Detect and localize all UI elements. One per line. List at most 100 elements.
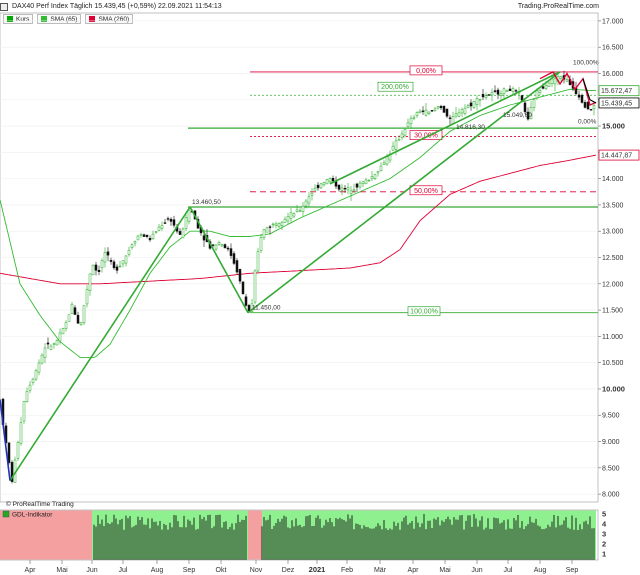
- fib-extension-label: 200,00%: [381, 84, 409, 91]
- candle-body: [109, 260, 113, 262]
- legend-label: SMA (65): [50, 15, 78, 23]
- y-tick-label: 8.500: [602, 465, 620, 472]
- y-tick-label: 9.500: [602, 413, 620, 420]
- y-tick-label: 15.000: [602, 122, 625, 131]
- x-tick-label: Apr: [25, 567, 37, 574]
- candle-body: [520, 95, 524, 101]
- legend-item-sma65[interactable]: SMA (65): [37, 14, 82, 24]
- candle-body: [37, 362, 41, 373]
- candle-body: [385, 156, 389, 165]
- candle-body: [373, 174, 377, 179]
- sma65-line: [0, 88, 597, 358]
- y-tick-label: 14.000: [602, 176, 624, 183]
- fib-label-box: [409, 65, 443, 76]
- candle-body: [70, 303, 74, 314]
- candle-body: [346, 187, 350, 191]
- candle-body: [61, 328, 65, 335]
- y-tick-label: 12.500: [602, 255, 624, 262]
- candle-body: [130, 244, 134, 248]
- candle-body: [268, 226, 272, 228]
- legend-label: SMA (260): [98, 15, 130, 23]
- candle-body: [82, 305, 86, 324]
- candle-body: [535, 90, 539, 99]
- y-tick-label: 10.500: [602, 360, 624, 367]
- candle-body: [115, 266, 119, 271]
- candle-body: [370, 176, 374, 179]
- candle-body: [247, 305, 251, 312]
- candle-body: [100, 260, 104, 268]
- candle-body: [7, 442, 11, 463]
- candle-body: [490, 92, 494, 96]
- gdl-zone: [0, 510, 92, 560]
- candle-body: [112, 261, 116, 269]
- candle-body: [361, 181, 365, 184]
- grid-layer: [0, 12, 599, 503]
- trendline: [247, 71, 561, 314]
- candle-body: [577, 94, 581, 98]
- candle-body: [469, 102, 473, 107]
- y-tick-label: 13.000: [602, 229, 624, 236]
- gdl-tick-label: 4: [602, 520, 607, 529]
- candle-body: [466, 105, 470, 108]
- fib-label: 50,00%: [414, 188, 438, 195]
- candle-body: [514, 90, 518, 92]
- candle-body: [283, 218, 287, 223]
- candle-body: [364, 179, 368, 185]
- x-tick-label: Jul: [504, 567, 513, 574]
- y-tick-label: 9.000: [602, 439, 620, 446]
- candle-body: [397, 139, 401, 141]
- legend-item-sma260[interactable]: SMA (260): [85, 14, 134, 24]
- candle-body: [274, 223, 278, 226]
- price-tags: 15.672,47 15.439,45 14.447,87: [598, 85, 640, 161]
- candle-body: [52, 343, 56, 345]
- brand-link[interactable]: Trading.ProRealTime.com: [517, 3, 599, 10]
- candle-body: [178, 231, 182, 235]
- x-tick-label: Okt: [216, 567, 227, 574]
- candle-body: [418, 110, 422, 113]
- candle-body: [259, 237, 263, 251]
- candle-body: [475, 98, 479, 105]
- candle-body: [64, 322, 68, 329]
- candle-body: [481, 94, 485, 98]
- candle-body: [91, 264, 95, 276]
- price-annotation: 15.049,60: [503, 112, 532, 119]
- price-tag-label: 15.439,45: [601, 100, 632, 107]
- candle-body: [139, 234, 143, 236]
- candle-body: [19, 422, 23, 444]
- trendline: [9, 206, 191, 482]
- candle-body: [160, 225, 164, 229]
- candle-body: [277, 223, 281, 227]
- candle-body: [121, 260, 125, 265]
- x-tick-label: Dez: [282, 567, 295, 574]
- price-annotation: 14.816,30: [456, 124, 485, 131]
- candle-body: [73, 307, 77, 315]
- y-tick-label: 11.000: [602, 334, 623, 341]
- candle-body: [580, 95, 584, 103]
- watermark-text: © ProRealTime Trading: [6, 500, 74, 508]
- fib-label-box: [407, 306, 441, 317]
- candle-body: [433, 108, 437, 111]
- price-tag-label: 15.672,47: [601, 88, 632, 95]
- gdl-tick-label: 5: [602, 510, 606, 519]
- fib-label-box: [409, 185, 443, 196]
- y-tick-label: 11.500: [602, 308, 623, 315]
- y-tick-label: 12.000: [602, 281, 624, 288]
- candle-body: [313, 187, 317, 191]
- gdl-checkbox-icon: [2, 510, 10, 518]
- y-tick-label: 10.000: [602, 384, 625, 393]
- candle-body: [226, 247, 230, 250]
- candle-body: [412, 116, 416, 119]
- candle-body: [532, 99, 536, 108]
- gdl-tick-label: 3: [602, 530, 606, 539]
- checkbox-icon[interactable]: [0, 3, 8, 11]
- candle-body: [316, 184, 320, 189]
- legend-item-kurs[interactable]: Kurs: [3, 14, 34, 24]
- candle-body: [508, 88, 512, 92]
- fib-label-box: [409, 130, 443, 140]
- recent-wave-line: [582, 78, 597, 104]
- candle-body: [526, 111, 530, 120]
- fib-label-box: [377, 81, 414, 92]
- candles-layer: [1, 70, 596, 484]
- candle-body: [382, 162, 386, 165]
